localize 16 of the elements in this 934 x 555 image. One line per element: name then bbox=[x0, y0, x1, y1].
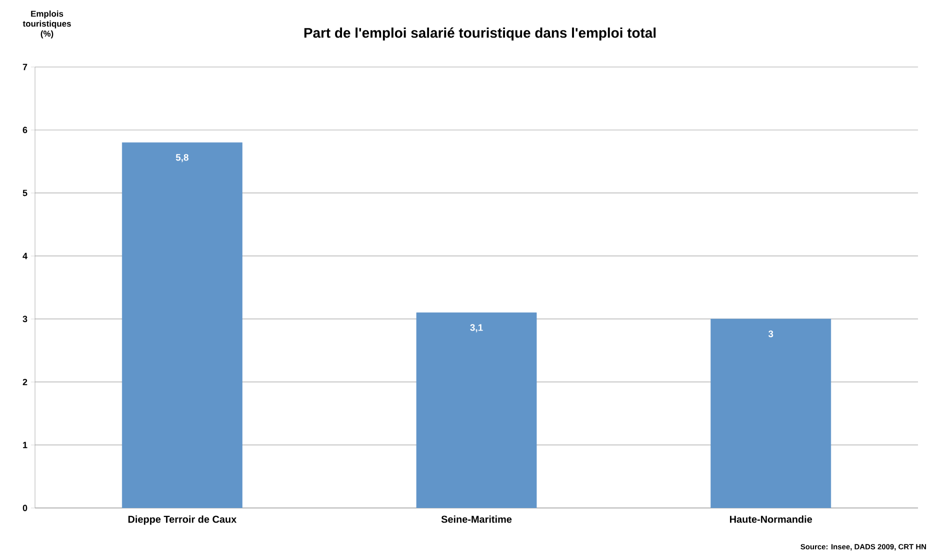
y-tick-label: 5 bbox=[22, 190, 28, 196]
y-tick-label: 4 bbox=[22, 252, 28, 260]
y-tick-label: 6 bbox=[22, 126, 28, 134]
chart-title: Part de l'emploi salarié touristique dans l'emploi total bbox=[304, 27, 656, 41]
y-tick-label: 2 bbox=[22, 378, 28, 386]
y-tick-label: 1 bbox=[23, 442, 28, 448]
x-tick-label: Seine-Maritime bbox=[441, 515, 512, 523]
y-axis-title: Emplois touristiques (%) bbox=[22, 10, 71, 38]
x-tick-label: Haute-Normandie bbox=[730, 515, 812, 523]
data-label: 3,1 bbox=[470, 324, 483, 332]
y-tick-label: 7 bbox=[22, 64, 28, 70]
data-label: 3 bbox=[768, 330, 774, 338]
data-label: 5,8 bbox=[176, 154, 188, 162]
y-tick-label: 0 bbox=[22, 504, 28, 512]
y-tick-label: 3 bbox=[22, 316, 28, 322]
x-tick-label: Dieppe Terroir de Caux bbox=[128, 515, 237, 525]
